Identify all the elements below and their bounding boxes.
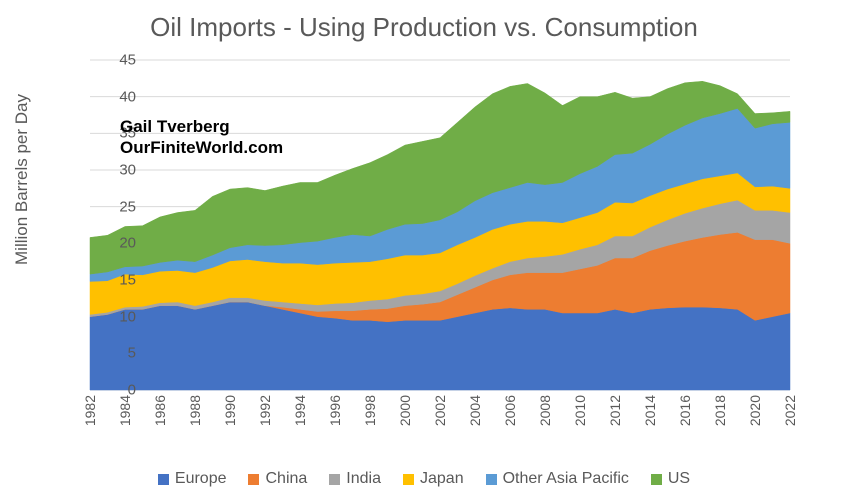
chart-title: Oil Imports - Using Production vs. Consu… [0,12,848,43]
x-tick-label: 2004 [467,395,483,426]
y-tick-label: 20 [96,235,136,252]
legend-item-china: China [248,470,307,488]
y-axis-label: Million Barrels per Day [12,94,32,265]
legend-swatch [486,474,497,485]
plot-area [90,60,790,390]
legend-swatch [651,474,662,485]
legend-swatch [158,474,169,485]
y-tick-label: 25 [96,198,136,215]
legend-item-japan: Japan [403,470,464,488]
y-tick-label: 40 [96,88,136,105]
x-tick-label: 2010 [572,395,588,426]
y-tick-label: 5 [96,345,136,362]
x-tick-label: 1986 [152,395,168,426]
x-tick-label: 2012 [607,395,623,426]
x-tick-label: 2008 [537,395,553,426]
legend-label: US [668,470,690,488]
x-tick-label: 1988 [187,395,203,426]
x-tick-label: 1996 [327,395,343,426]
credit-line-1: Gail Tverberg [120,116,283,137]
area-chart-svg [90,60,790,390]
x-tick-label: 1982 [82,395,98,426]
x-tick-label: 1998 [362,395,378,426]
legend-swatch [403,474,414,485]
x-tick-label: 2000 [397,395,413,426]
legend-item-europe: Europe [158,470,227,488]
x-tick-label: 2020 [747,395,763,426]
x-tick-label: 2022 [782,395,798,426]
chart-legend: Europe China India Japan Other Asia Pacific U… [0,470,848,488]
legend-label: China [265,470,307,488]
credit-line-2: OurFiniteWorld.com [120,137,283,158]
y-tick-label: 15 [96,272,136,289]
x-tick-label: 1990 [222,395,238,426]
oil-imports-chart: Oil Imports - Using Production vs. Consu… [0,0,848,500]
x-tick-label: 1994 [292,395,308,426]
legend-swatch [248,474,259,485]
legend-label: India [346,470,381,488]
y-tick-label: 30 [96,162,136,179]
x-tick-label: 1992 [257,395,273,426]
y-tick-label: 45 [96,52,136,69]
credit-text: Gail Tverberg OurFiniteWorld.com [120,116,283,159]
x-tick-label: 2014 [642,395,658,426]
legend-label: Europe [175,470,227,488]
x-tick-label: 2016 [677,395,693,426]
x-tick-label: 1984 [117,395,133,426]
legend-item-us: US [651,470,690,488]
legend-label: Other Asia Pacific [503,470,629,488]
x-tick-label: 2018 [712,395,728,426]
x-tick-label: 2002 [432,395,448,426]
legend-item-india: India [329,470,381,488]
legend-label: Japan [420,470,464,488]
legend-item-other-asia-pacific: Other Asia Pacific [486,470,629,488]
legend-swatch [329,474,340,485]
y-tick-label: 10 [96,308,136,325]
x-tick-label: 2006 [502,395,518,426]
